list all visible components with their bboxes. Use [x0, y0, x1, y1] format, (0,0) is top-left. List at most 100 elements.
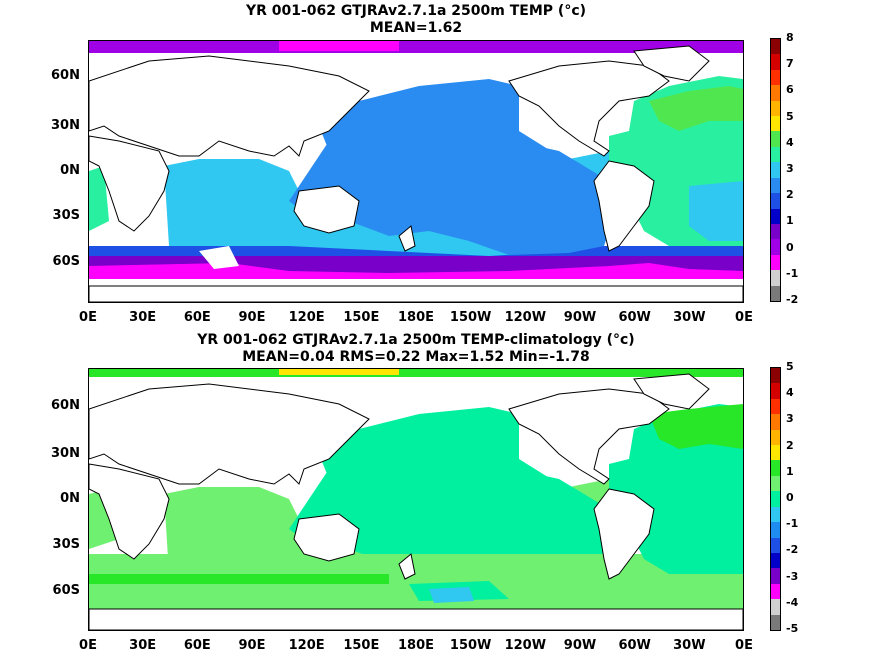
panel2-lon-label: 90E: [238, 638, 266, 653]
panel1-colorbar-label: 8: [786, 31, 794, 44]
panel1-colorbar-segment: [771, 208, 780, 225]
panel2-colorbar-segment: [771, 583, 780, 600]
panel2-colorbar-label: 5: [786, 360, 794, 373]
panel2-colorbar-segment: [771, 599, 780, 616]
panel1-colorbar-segment: [771, 270, 780, 287]
panel2-lon-label: 150E: [343, 638, 380, 653]
panel2-lon-label: 60W: [618, 638, 651, 653]
panel2-colorbar-label: -2: [786, 543, 799, 557]
panel1-lat-label: 30S: [52, 208, 80, 223]
panel1-colorbar: [770, 38, 781, 302]
panel2-colorbar-segment: [771, 522, 780, 539]
panel2-lon-label: 120E: [288, 638, 325, 653]
panel2-colorbar: [770, 367, 781, 631]
panel1-title-line2: MEAN=1.62: [369, 20, 463, 36]
panel1-lat-label: 60N: [51, 68, 80, 83]
panel1-colorbar-segment: [771, 177, 780, 194]
panel1-lon-label: 90W: [563, 310, 597, 325]
panel2-lon-label: 120W: [504, 638, 547, 653]
panel2-colorbar-label: 1: [786, 464, 794, 478]
panel1-colorbar-segment: [771, 116, 780, 132]
panel2-colorbar-segment: [771, 445, 780, 461]
panel2-colorbar-label: -5: [786, 622, 799, 635]
panel1-lon-label: 150W: [449, 310, 492, 325]
panel1-map: [88, 40, 744, 303]
panel2-lon-label: 180E: [397, 638, 435, 653]
panel2-colorbar-segment: [771, 537, 780, 554]
panel1-colorbar-segment: [771, 85, 780, 102]
panel2-colorbar-label: -1: [786, 517, 799, 531]
panel2-colorbar-segment: [771, 429, 780, 446]
panel2-colorbar-label: 3: [786, 412, 794, 426]
panel2-map: [88, 368, 744, 631]
panel1-lon-label: 30W: [673, 310, 706, 325]
panel1-colorbar-label: 1: [786, 214, 794, 228]
panel1-colorbar-segment: [771, 131, 780, 148]
panel1-colorbar-segment: [771, 54, 780, 71]
panel1-colorbar-label: -2: [786, 293, 799, 306]
panel2-lon-label: 90W: [563, 638, 597, 653]
panel1-title-line1: YR 001-062 GTJRAv2.7.1a 2500m TEMP (°c): [245, 3, 587, 19]
panel2-colorbar-label: 0: [786, 491, 794, 504]
panel1-colorbar-segment: [771, 193, 780, 210]
panel2-colorbar-segment: [771, 506, 780, 523]
panel2-lat-label: 30S: [52, 537, 80, 552]
panel2-colorbar-segment: [771, 368, 780, 384]
panel2-lat-label: 0N: [60, 491, 80, 506]
panel1-colorbar-segment: [771, 69, 780, 86]
panel1-colorbar-segment: [771, 39, 780, 55]
panel2-lat-label: 60N: [51, 398, 80, 413]
panel2-lon-label: 60E: [183, 638, 211, 653]
panel2-colorbar-label: 4: [786, 386, 794, 400]
panel2-colorbar-label: 2: [786, 438, 794, 452]
panel1-lat-label: 0N: [60, 163, 80, 178]
panel2-colorbar-label: -4: [786, 595, 799, 609]
panel1-colorbar-segment: [771, 285, 780, 302]
panel1-lat-label: 30N: [51, 118, 80, 133]
panel1-continents: [89, 45, 743, 302]
panel2-colorbar-segment: [771, 552, 780, 569]
panel1-colorbar-label: 7: [786, 57, 794, 71]
panel1-colorbar-segment: [771, 100, 780, 117]
panel1-lon-label: 0E: [79, 310, 97, 325]
panel2-colorbar-segment: [771, 475, 780, 492]
panel1-colorbar-label: 6: [786, 83, 794, 97]
panel1-lon-label: 30E: [129, 310, 157, 325]
panel2-title-line2: MEAN=0.04 RMS=0.22 Max=1.52 Min=-1.78: [242, 349, 590, 365]
panel2-colorbar-label: -3: [786, 569, 799, 583]
panel1-lon-label: 0E: [735, 310, 753, 325]
panel2-lat-label: 60S: [52, 583, 80, 598]
panel1-colorbar-segment: [771, 146, 780, 163]
panel2-lat-label: 30N: [51, 446, 80, 461]
panel2-title-line1: YR 001-062 GTJRAv2.7.1a 2500m TEMP-clima…: [197, 332, 635, 348]
panel2-lon-label: 150W: [449, 638, 492, 653]
panel2-map-svg: [89, 369, 743, 630]
panel2-colorbar-segment: [771, 614, 780, 631]
panel2-colorbar-segment: [771, 568, 780, 585]
panel1-colorbar-label: 2: [786, 188, 794, 202]
panel1-colorbar-segment: [771, 239, 780, 256]
panel1-colorbar-segment: [771, 254, 780, 271]
panel1-lon-label: 60W: [618, 310, 651, 325]
panel2-lon-label: 0E: [79, 638, 97, 653]
panel2-colorbar-segment: [771, 414, 780, 431]
panel2-lon-label: 30W: [673, 638, 706, 653]
panel2-colorbar-segment: [771, 491, 780, 508]
panel1-colorbar-label: 0: [786, 240, 794, 254]
panel1-colorbar-segment: [771, 223, 780, 240]
panel1-lon-label: 90E: [238, 310, 266, 325]
panel2-colorbar-segment: [771, 383, 780, 400]
panel1-colorbar-label: 3: [786, 162, 794, 175]
panel2-lon-label: 0E: [735, 638, 753, 653]
panel2-lon-label: 30E: [129, 638, 157, 653]
panel1-lon-label: 180E: [397, 310, 435, 325]
panel2-continents: [89, 373, 743, 630]
panel1-lat-label: 60S: [52, 254, 80, 269]
panel1-colorbar-label: 5: [786, 109, 794, 123]
panel2-colorbar-segment: [771, 460, 780, 477]
panel1-colorbar-label: -1: [786, 266, 799, 280]
panel1-lon-label: 150E: [343, 310, 380, 325]
panel1-lon-label: 120E: [288, 310, 325, 325]
panel1-colorbar-segment: [771, 162, 780, 179]
panel1-lon-label: 120W: [504, 310, 547, 325]
